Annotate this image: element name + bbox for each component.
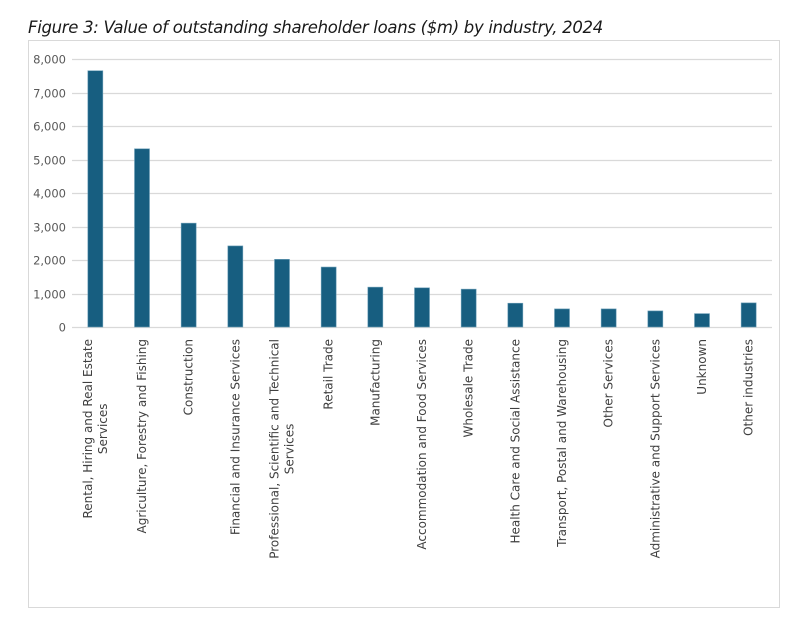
x-category-label-line: Agriculture, Forestry and Fishing [135, 339, 149, 533]
x-category-label: Rental, Hiring and Real Estate Services [81, 339, 110, 519]
x-category-label: Construction [182, 339, 196, 415]
figure-title: Figure 3: Value of outstanding sharehold… [28, 18, 603, 37]
bar [414, 287, 430, 328]
gridlines [72, 58, 772, 329]
bar [367, 286, 384, 328]
bar [227, 245, 244, 328]
bar [87, 70, 104, 328]
x-category-label: Unknown [695, 339, 709, 395]
x-category-label-line: Construction [182, 339, 196, 415]
x-category-label: Retail Trade [322, 339, 336, 410]
x-category-label: Other Services [602, 339, 616, 428]
y-tick-label: 0 [59, 321, 66, 335]
x-category-label: Manufacturing [368, 339, 382, 426]
y-tick-label: 5,000 [33, 154, 66, 168]
x-category-label-line: Retail Trade [322, 339, 336, 410]
x-category-label-line: Wholesale Trade [462, 339, 476, 438]
bar [600, 308, 617, 328]
x-category-label-line: Manufacturing [368, 339, 382, 426]
y-tick-label: 1,000 [33, 288, 66, 302]
x-category-label-line: Administrative and Support Services [648, 339, 662, 558]
x-category-label: Accommodation and Food Services [415, 339, 429, 550]
x-category-label-line: Accommodation and Food Services [415, 339, 429, 550]
x-category-label: Professional, Scientific and Technical Se… [268, 339, 297, 559]
x-category-label: Health Care and Social Assistance [508, 339, 522, 544]
bar [134, 148, 150, 328]
x-category-label: Financial and Insurance Services [228, 339, 242, 535]
bar [460, 288, 477, 328]
x-category-label: Transport, Postal and Warehousing [555, 339, 569, 548]
x-category-label: Administrative and Support Services [648, 339, 662, 558]
bar [647, 310, 664, 328]
bar [740, 302, 757, 328]
y-tick-label: 8,000 [33, 53, 66, 67]
y-tick-label: 3,000 [33, 221, 66, 235]
x-category-label-line: Health Care and Social Assistance [508, 339, 522, 544]
x-category-label: Wholesale Trade [462, 339, 476, 438]
y-tick-label: 7,000 [33, 87, 66, 101]
y-tick-label: 4,000 [33, 187, 66, 201]
bar [180, 222, 197, 328]
x-category-label-line: Other Services [602, 339, 616, 428]
x-category-label-line: Transport, Postal and Warehousing [555, 339, 569, 548]
x-category-label-line: Financial and Insurance Services [228, 339, 242, 535]
x-category-label-line: Other industries [742, 339, 756, 436]
x-category-label-line: Services [96, 403, 110, 454]
x-category-label-line: Rental, Hiring and Real Estate [81, 339, 95, 519]
x-axis-category-labels: Rental, Hiring and Real Estate Services Ag… [81, 339, 756, 559]
y-tick-label: 2,000 [33, 254, 66, 268]
bar [694, 313, 710, 328]
bar [320, 266, 337, 328]
bars [87, 70, 757, 328]
x-category-label: Agriculture, Forestry and Fishing [135, 339, 149, 533]
x-category-label-line: Professional, Scientific and Technical [268, 339, 282, 559]
y-axis-tick-labels: 0 1,000 2,000 3,000 4,000 5,000 6,000 7,000 8,00… [33, 53, 66, 335]
y-tick-label: 6,000 [33, 120, 66, 134]
x-category-label-line: Services [283, 424, 297, 475]
bar [554, 308, 570, 328]
x-category-label-line: Unknown [695, 339, 709, 395]
bar [274, 259, 290, 328]
bar [507, 302, 524, 328]
x-category-label: Other industries [742, 339, 756, 436]
